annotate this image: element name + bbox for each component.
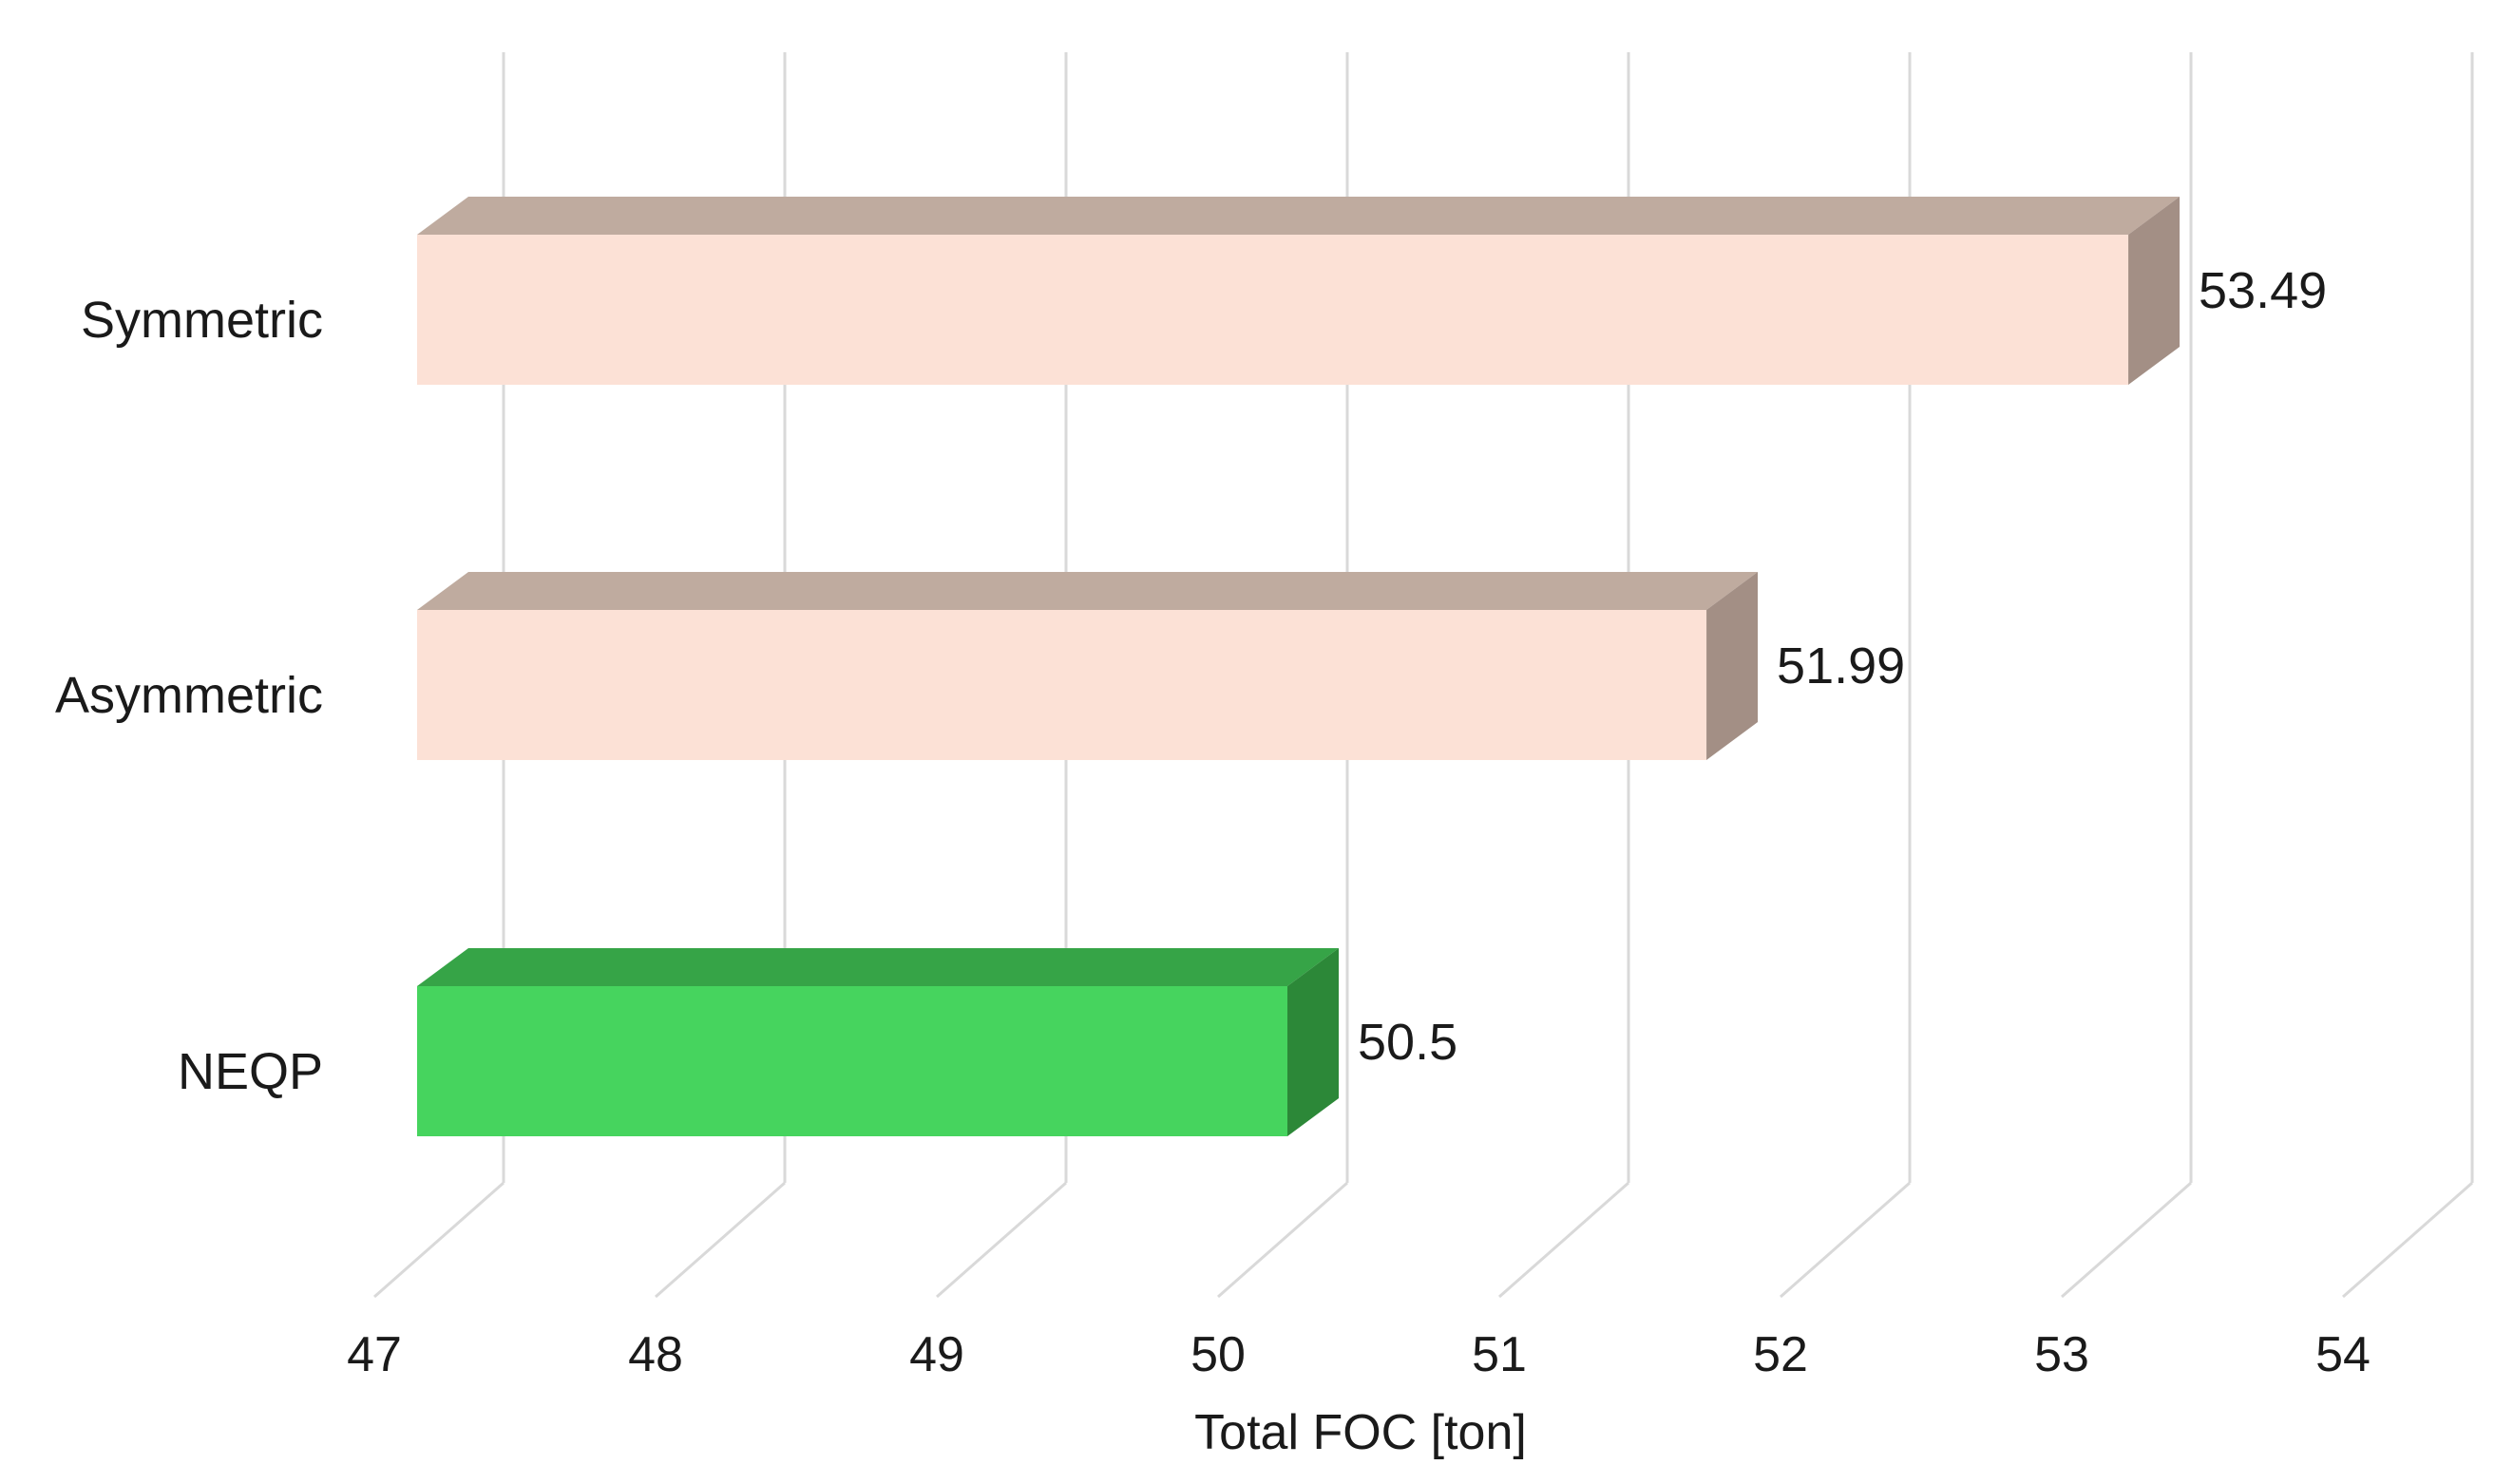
- gridline-depth: [1780, 1181, 1911, 1299]
- bar-top-face: [417, 197, 2181, 235]
- bar-front-face: [417, 610, 1707, 760]
- bar-top-face: [417, 948, 1339, 986]
- gridline-depth: [655, 1181, 786, 1299]
- category-axis: Symmetric Asymmetric NEQP: [55, 292, 323, 1100]
- bar-side-face: [1287, 948, 1339, 1136]
- data-label: 53.49: [2199, 262, 2327, 319]
- x-tick-label: 47: [347, 1327, 402, 1382]
- bar-side-face: [1706, 572, 1759, 760]
- x-tick-label: 54: [2315, 1327, 2371, 1382]
- gridline-depth: [373, 1181, 505, 1299]
- x-tick-label: 51: [1472, 1327, 1527, 1382]
- category-label: Asymmetric: [55, 667, 323, 724]
- bars: [417, 197, 2181, 1136]
- gridline-depth: [1217, 1181, 1348, 1299]
- gridline-depth: [1498, 1181, 1629, 1299]
- bar: [417, 948, 1339, 1136]
- bar-side-face: [2128, 197, 2181, 385]
- value-axis: 47 48 49 50 51 52 53 54: [347, 1327, 2371, 1382]
- bar-top-face: [417, 572, 1759, 610]
- category-label: Symmetric: [81, 292, 323, 349]
- bar-front-face: [417, 235, 2129, 385]
- data-labels: 53.49 51.99 50.5: [1358, 262, 2327, 1071]
- bar-front-face: [417, 986, 1287, 1136]
- x-tick-label: 53: [2034, 1327, 2089, 1382]
- data-label: 51.99: [1777, 637, 1905, 694]
- x-tick-label: 52: [1753, 1327, 1808, 1382]
- gridline-depth: [936, 1181, 1067, 1299]
- data-label: 50.5: [1358, 1014, 1457, 1071]
- gridline-depth: [2061, 1181, 2192, 1299]
- gridline-depth: [2342, 1181, 2473, 1299]
- x-tick-label: 48: [628, 1327, 683, 1382]
- bar: [417, 572, 1759, 760]
- bar: [417, 197, 2181, 385]
- x-axis-title: Total FOC [ton]: [1194, 1405, 1527, 1460]
- x-tick-label: 49: [909, 1327, 964, 1382]
- category-label: NEQP: [178, 1043, 323, 1100]
- x-tick-label: 50: [1190, 1327, 1246, 1382]
